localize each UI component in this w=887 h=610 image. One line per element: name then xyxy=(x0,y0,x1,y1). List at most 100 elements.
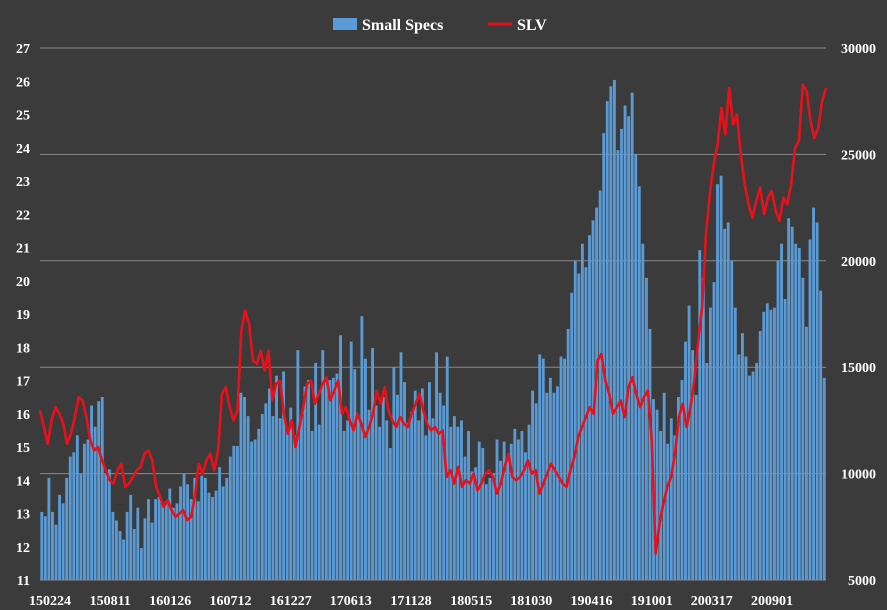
small-specs-bar xyxy=(385,420,389,580)
right-axis-ticks: 5000 10000 15000 20000 25000 30000 xyxy=(841,42,876,589)
small-specs-bar xyxy=(545,392,549,580)
small-specs-bar xyxy=(755,362,759,580)
x-axis-tick-label: 160126 xyxy=(149,594,191,609)
small-specs-bar xyxy=(516,439,520,580)
small-specs-bar xyxy=(463,456,467,580)
small-specs-bar xyxy=(374,405,378,580)
left-axis-tick-label: 15 xyxy=(16,441,30,456)
small-specs-bar xyxy=(75,435,79,580)
small-specs-bar xyxy=(819,290,823,580)
left-axis-tick-label: 26 xyxy=(16,75,30,90)
small-specs-bar xyxy=(712,282,716,580)
small-specs-bar xyxy=(353,369,357,580)
x-axis-tick-label: 181030 xyxy=(510,594,552,609)
small-specs-bar xyxy=(541,358,545,580)
small-specs-bar xyxy=(424,435,428,580)
small-specs-bar xyxy=(339,335,342,580)
small-specs-bar xyxy=(399,352,403,580)
left-axis-tick-label: 13 xyxy=(16,508,30,523)
small-specs-bar xyxy=(428,382,431,580)
small-specs-bar xyxy=(143,518,147,580)
small-specs-bar xyxy=(659,431,663,580)
small-specs-bar xyxy=(815,222,819,580)
small-specs-bar xyxy=(267,388,271,580)
small-specs-bar xyxy=(563,358,567,580)
small-specs-bar xyxy=(129,494,133,580)
small-specs-bar xyxy=(221,486,225,580)
small-specs-bar xyxy=(271,416,275,580)
small-specs-bar xyxy=(584,267,588,580)
small-specs-bar xyxy=(193,477,197,580)
small-specs-bar xyxy=(648,328,652,580)
right-axis-tick-label: 25000 xyxy=(841,148,876,163)
small-specs-bar xyxy=(605,101,609,580)
small-specs-bar xyxy=(737,354,741,580)
small-specs-bar xyxy=(431,418,435,580)
small-specs-bar xyxy=(780,243,783,580)
small-specs-bar xyxy=(548,377,552,580)
small-specs-bar xyxy=(637,186,641,580)
small-specs-bar xyxy=(58,494,61,580)
small-specs-bar xyxy=(275,375,278,580)
small-specs-bar xyxy=(200,475,204,580)
small-specs-bar xyxy=(253,439,257,580)
small-specs-bar xyxy=(356,418,360,580)
x-axis-tick-label: 180515 xyxy=(450,594,492,609)
small-specs-bar xyxy=(292,435,296,580)
x-axis-tick-label: 191001 xyxy=(631,594,673,609)
right-axis-tick-label: 10000 xyxy=(841,468,876,483)
small-specs-bar xyxy=(762,311,766,580)
small-specs-bar xyxy=(282,371,286,580)
small-specs-bar xyxy=(577,273,581,580)
small-specs-bar xyxy=(534,403,538,580)
small-specs-bar xyxy=(371,348,374,580)
small-specs-bar xyxy=(97,401,101,580)
small-specs-bar xyxy=(367,409,371,580)
small-specs-bar xyxy=(150,522,154,580)
small-specs-bar xyxy=(627,116,631,580)
small-specs-bar xyxy=(388,448,392,580)
small-specs-bar xyxy=(794,243,798,580)
small-specs-bar xyxy=(556,386,559,580)
small-specs-bar xyxy=(492,473,495,580)
small-specs-bar xyxy=(68,456,72,580)
small-specs-bar xyxy=(531,390,535,580)
small-specs-bar xyxy=(559,356,563,580)
small-specs-bar xyxy=(264,403,268,580)
small-specs-bar xyxy=(662,392,666,580)
small-specs-bar xyxy=(506,458,510,580)
legend-swatch-small-specs xyxy=(333,18,357,30)
small-specs-bar xyxy=(139,548,143,580)
small-specs-bar xyxy=(488,477,492,580)
small-specs-bar xyxy=(381,396,385,580)
small-specs-bar xyxy=(349,341,353,580)
small-specs-bar xyxy=(758,331,762,580)
small-specs-bar xyxy=(470,471,474,580)
small-specs-bar xyxy=(189,499,193,580)
small-specs-bar xyxy=(655,409,659,580)
small-specs-bar xyxy=(161,503,165,580)
small-specs-bar xyxy=(40,511,44,580)
small-specs-bar xyxy=(299,416,303,580)
small-specs-bar xyxy=(392,367,396,580)
small-specs-bar xyxy=(705,362,709,580)
small-specs-bar xyxy=(723,228,727,580)
small-specs-bar xyxy=(694,394,698,580)
x-axis-tick-label: 200901 xyxy=(751,594,793,609)
small-specs-bar xyxy=(520,431,524,580)
left-axis-tick-label: 21 xyxy=(16,242,30,257)
small-specs-bar xyxy=(726,222,730,580)
small-specs-bar xyxy=(100,396,104,580)
small-specs-bar xyxy=(107,469,111,580)
small-specs-bar xyxy=(570,292,574,580)
small-specs-bar xyxy=(154,499,158,580)
small-specs-bar xyxy=(776,260,780,580)
left-axis-tick-label: 16 xyxy=(16,408,30,423)
small-specs-bar xyxy=(303,386,307,580)
small-specs-bar xyxy=(72,452,76,580)
small-specs-bar xyxy=(598,190,602,580)
small-specs-bar xyxy=(751,371,755,580)
small-specs-bar xyxy=(403,382,406,580)
small-specs-bar xyxy=(132,528,136,580)
